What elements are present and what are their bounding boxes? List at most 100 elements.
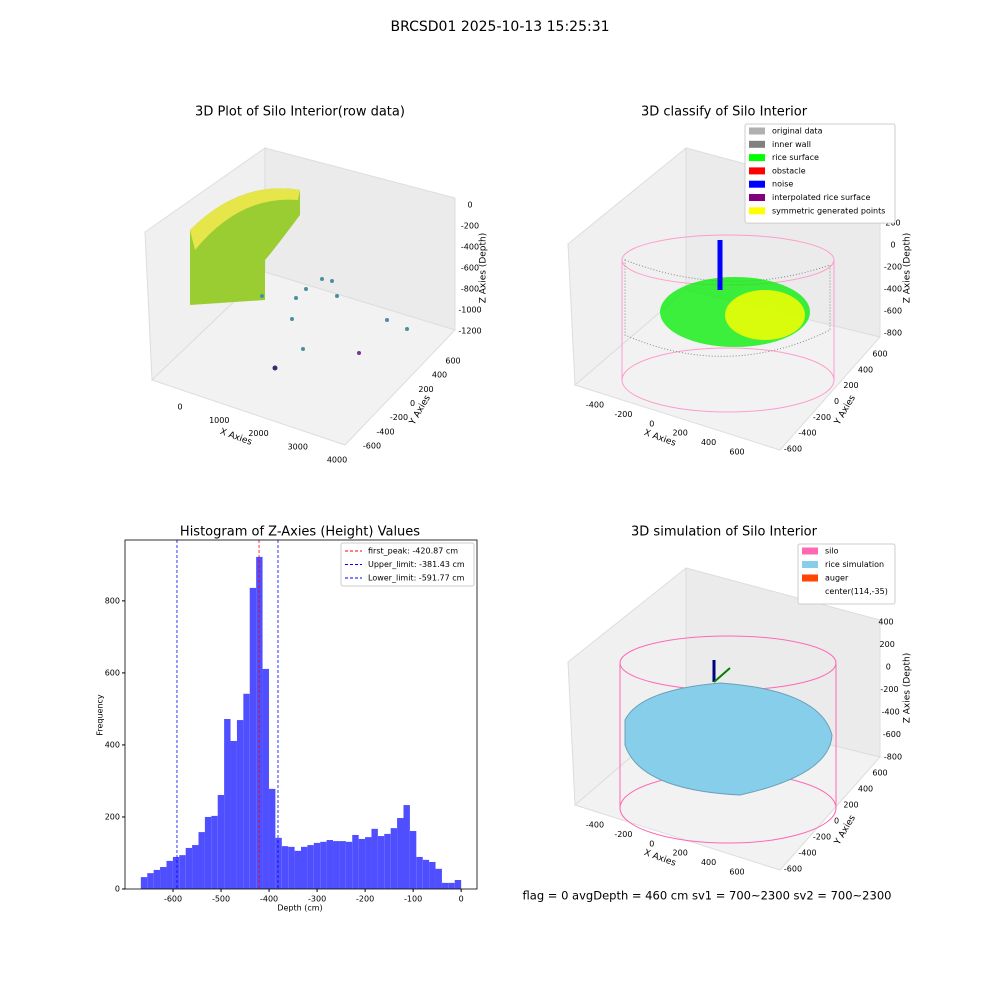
legend-swatch [749, 140, 765, 148]
footer-text: flag = 0 avgDepth = 460 cm sv1 = 700~230… [523, 889, 892, 903]
legend-label: Upper_limit: -381.43 cm [368, 560, 465, 569]
bar [262, 668, 269, 889]
bar [140, 877, 148, 889]
x-tick-label: 1000 [209, 416, 229, 425]
x-tick-label: -200 [356, 895, 374, 904]
y-tick-label: 600 [105, 668, 120, 677]
x-tick-label: -400 [586, 821, 604, 830]
bar [384, 833, 391, 889]
bar [268, 788, 276, 889]
bar [441, 882, 449, 889]
chart-title: 3D simulation of Silo Interior [631, 525, 818, 540]
z-tick-label: -800 [461, 285, 479, 294]
bar [288, 846, 295, 889]
y-tick-label: 200 [105, 812, 120, 821]
chart-title: 3D classify of Silo Interior [641, 105, 808, 120]
y-tick-label: -200 [390, 413, 408, 422]
x-tick-label: -200 [614, 410, 632, 419]
legend-label: rice surface [772, 153, 819, 162]
z-tick-label: -800 [884, 329, 902, 338]
legend-swatch [802, 561, 818, 568]
chart-title: 3D Plot of Silo Interior(row data) [195, 105, 405, 120]
bar [198, 832, 205, 889]
z-tick-label: -200 [461, 222, 479, 231]
bar [236, 720, 244, 889]
y-tick-label: 200 [843, 381, 858, 390]
bar [275, 837, 282, 889]
x-axis-label: Depth (cm) [277, 904, 322, 913]
legend-swatch [749, 207, 765, 215]
bar [294, 850, 301, 889]
x-tick-label: 0 [649, 839, 654, 848]
z-tick-label: -400 [461, 243, 479, 252]
x-tick-label: -500 [212, 895, 230, 904]
z-tick-label: -600 [883, 730, 901, 739]
y-tick-label: 0 [410, 399, 415, 408]
bar [435, 868, 442, 889]
x-tick-label: 0 [459, 895, 464, 904]
legend-label: interpolated rice surface [772, 193, 870, 202]
x-tick-label: -400 [260, 895, 278, 904]
legend-label: auger [825, 574, 849, 583]
z-tick-label: -1000 [458, 306, 481, 315]
bar [166, 860, 173, 889]
bar [326, 840, 334, 889]
x-tick-label: 4000 [327, 456, 347, 465]
bar [320, 841, 327, 889]
bar [397, 818, 404, 889]
bar [365, 837, 372, 889]
bar [333, 841, 340, 889]
plot-frame [124, 539, 478, 890]
y-tick-label: -400 [798, 429, 816, 438]
y-tick-label: 800 [105, 596, 120, 605]
x-tick-label: 0 [649, 419, 654, 428]
y-tick-label: -200 [813, 833, 831, 842]
y-tick-label: 600 [872, 350, 887, 359]
x-tick-label: 600 [729, 448, 744, 457]
y-tick-label: 0 [834, 397, 839, 406]
x-tick-label: 2000 [248, 429, 268, 438]
x-tick-label: -200 [614, 830, 632, 839]
z-tick-label: -800 [884, 753, 902, 762]
bar [416, 856, 423, 889]
legend-swatch [749, 127, 765, 135]
y-tick-label: 600 [872, 769, 887, 778]
x-tick-label: -300 [308, 895, 326, 904]
y-tick-label: 400 [858, 785, 873, 794]
y-tick-label: 400 [105, 740, 120, 749]
z-tick-label: 200 [880, 640, 895, 649]
legend-label: rice simulation [825, 560, 884, 569]
y-tick-label: 400 [432, 371, 447, 380]
bar [217, 794, 225, 889]
y-tick-label: 600 [445, 357, 460, 366]
legend-label: original data [772, 127, 823, 136]
legend-label: silo [825, 547, 839, 556]
bar [429, 861, 436, 889]
x-tick-label: 200 [673, 429, 688, 438]
panel4-3d-box [567, 566, 881, 871]
y-tick-label: 400 [858, 365, 873, 374]
z-tick-label: -200 [884, 263, 902, 272]
legend-label: noise [772, 180, 793, 189]
legend-swatch [802, 574, 818, 582]
legend-swatch [749, 180, 765, 188]
x-tick-label: 0 [177, 403, 182, 412]
bar [448, 882, 455, 889]
bar [358, 838, 366, 889]
legend-label: Lower_limit: -591.77 cm [368, 574, 465, 583]
bar [390, 828, 398, 889]
y-tick-label: 0 [834, 817, 839, 826]
bar [147, 873, 154, 889]
legend-label: center(114,-35) [825, 587, 888, 596]
bar [307, 845, 314, 889]
bar [179, 855, 186, 889]
y-tick-label: 200 [843, 801, 858, 810]
bar [160, 867, 167, 889]
bar [249, 587, 257, 889]
bar [403, 805, 410, 889]
x-tick-label: 200 [673, 849, 688, 858]
z-tick-label: 0 [467, 201, 472, 210]
y-axis-label: Frequency [96, 694, 105, 736]
bar [313, 842, 321, 889]
